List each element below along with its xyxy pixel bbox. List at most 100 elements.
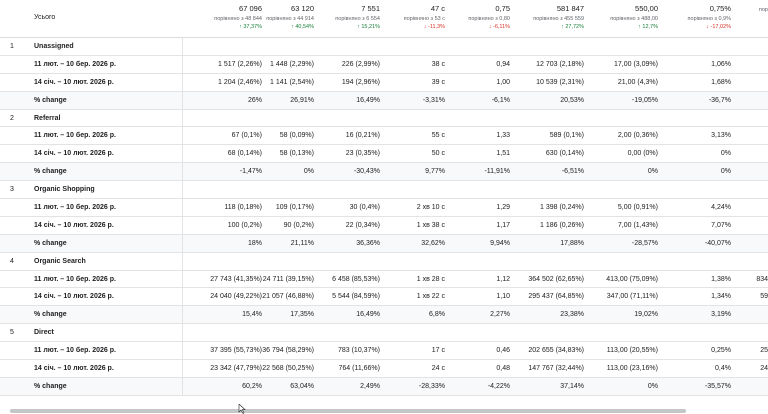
metric-cell <box>732 74 768 91</box>
metric-delta: ↓ -6,11% <box>488 24 510 30</box>
metric-cell: 113,00 (20,55%) <box>606 347 658 355</box>
column-divider <box>182 342 183 360</box>
metric-cell: 1 хв 28 с <box>416 275 445 283</box>
metric-delta: ↓ -17,02% <box>706 24 731 30</box>
metric-cell: 1,51 <box>496 150 510 158</box>
metric-cell: 36,36% <box>356 239 380 247</box>
metric-cell: 60,2% <box>242 382 262 390</box>
metric-cell: 0% <box>647 382 658 390</box>
metric-cell: 15,4% <box>242 311 262 319</box>
row-label: % change <box>34 96 67 104</box>
row-label: 11 лют. – 10 бер. 2026 р. <box>34 347 116 355</box>
header-metric-2[interactable]: 63 120 порівняно з 44 914 ↑ 40,54% <box>262 4 314 30</box>
metric-delta: ↑ 27,72% <box>561 24 584 30</box>
channel-name[interactable]: Unassigned <box>34 42 74 50</box>
metric-cell: 17,00 (3,09%) <box>614 60 658 68</box>
metric-cell: 6,8% <box>429 311 445 319</box>
metric-compare-text: порівняно з 488,00 <box>610 16 658 22</box>
metric-cell: -6,51% <box>561 168 584 176</box>
metric-cell: 90 (0,2%) <box>283 221 314 229</box>
metric-total-value: 7 551 <box>361 4 380 13</box>
row-label: 14 січ. – 10 лют. 2026 р. <box>34 78 114 86</box>
metric-cell: 24 040 (49,22%) <box>210 293 262 301</box>
metric-cell: 23 (0,35%) <box>345 150 380 158</box>
metric-cell: 39 с <box>431 78 445 86</box>
metric-cell: 67 (0,1%) <box>231 132 262 140</box>
metric-cell: 58 (0,09%) <box>279 132 314 140</box>
channel-name[interactable]: Referral <box>34 114 61 122</box>
header-metric-8[interactable]: 0,75% порівняно з 0,9% ↓ -17,02% <box>659 4 731 30</box>
metric-cell: 2,49% <box>360 382 380 390</box>
metric-cell: 63,04% <box>290 382 314 390</box>
metric-cell: 32,62% <box>421 239 445 247</box>
column-divider <box>182 360 183 377</box>
metric-cell: 17,88% <box>560 239 584 247</box>
header-metric-4[interactable]: 47 с порівняно з 53 с ↓ -11,3% <box>381 4 445 30</box>
metric-cell: 0,46 <box>496 347 510 355</box>
table-row: 14 січ. – 10 лют. 2026 р. 23 342 (47,79%)… <box>0 360 768 378</box>
metric-cell: 7,07% <box>711 221 731 229</box>
metric-cell: 2,27% <box>490 311 510 319</box>
metric-cell: -11,91% <box>484 168 510 176</box>
metric-cell: 202 655 (34,83%) <box>528 347 584 355</box>
row-index: 5 <box>10 329 14 337</box>
header-metric-6[interactable]: 581 847 порівняно з 455 559 ↑ 27,72% <box>512 4 584 30</box>
metric-total-value: 47 с <box>430 4 445 13</box>
metric-delta: ↑ 40,54% <box>291 24 314 30</box>
metric-cell: 21 057 (46,88%) <box>262 293 314 301</box>
metric-cell: 21,11% <box>290 239 314 247</box>
metric-cell <box>732 378 768 395</box>
metric-cell: 0,00 (0%) <box>627 150 658 158</box>
scrollbar-thumb[interactable] <box>10 409 686 413</box>
column-divider <box>182 38 183 55</box>
metric-compare-text: порівняно з 44 914 <box>266 16 314 22</box>
row-label: 14 січ. – 10 лют. 2026 р. <box>34 293 114 301</box>
metric-cell <box>732 306 768 323</box>
channel-name[interactable]: Organic Shopping <box>34 186 95 194</box>
metric-cell: 58 (0,13%) <box>279 150 314 158</box>
column-divider <box>182 324 183 342</box>
metric-delta: ↑ 37,37% <box>239 24 262 30</box>
column-divider <box>182 73 183 91</box>
metric-cell: -6,1% <box>491 96 510 104</box>
header-metric-7[interactable]: 550,00 порівняно з 488,00 ↑ 12,7% <box>586 4 658 30</box>
metric-cell: 1,34% <box>711 293 731 301</box>
metric-cell: 50 с <box>431 150 445 158</box>
metric-cell <box>732 127 768 144</box>
metric-cell: 23 342 (47,79%) <box>210 364 262 372</box>
header-metric-9[interactable]: пор <box>732 4 768 15</box>
row-label: 11 лют. – 10 бер. 2026 р. <box>34 132 116 140</box>
column-divider <box>182 199 183 216</box>
metric-cell: -30,43% <box>353 168 380 176</box>
metric-cell: 1 448 (2,29%) <box>270 60 314 68</box>
metric-cell: 783 (10,37%) <box>337 347 380 355</box>
column-divider <box>182 181 183 199</box>
metric-cell: 0,94 <box>496 60 510 68</box>
metric-cell: 3,13% <box>711 132 731 140</box>
metric-cell: 10 539 (2,31%) <box>536 78 584 86</box>
channel-name[interactable]: Direct <box>34 329 54 337</box>
header-metric-1[interactable]: 67 096 порівняно з 48 844 ↑ 37,37% <box>182 4 262 30</box>
report-table: 1 Unassigned 11 лют. – 10 бер. 2026 р. 1 51… <box>0 38 768 396</box>
total-label: Усього <box>34 14 56 21</box>
metric-total-value: 0,75 <box>495 4 510 13</box>
horizontal-scrollbar[interactable] <box>0 407 768 414</box>
header-metric-5[interactable]: 0,75 порівняно з 0,80 ↓ -6,11% <box>446 4 510 30</box>
metric-cell: 68 (0,14%) <box>227 150 262 158</box>
metric-delta: ↑ 12,7% <box>638 24 658 30</box>
metric-cell: 194 (2,96%) <box>341 78 380 86</box>
metric-cell: 1 141 (2,54%) <box>270 78 314 86</box>
column-divider <box>182 55 183 73</box>
channel-name[interactable]: Organic Search <box>34 257 86 265</box>
metric-cell: 1,68% <box>711 78 731 86</box>
header-metric-3[interactable]: 7 551 порівняно з 6 554 ↑ 15,21% <box>316 4 380 30</box>
mouse-cursor-icon <box>238 404 246 414</box>
metric-delta: ↓ -11,3% <box>423 24 445 30</box>
column-divider <box>182 377 183 395</box>
metric-cell: -4,22% <box>487 382 510 390</box>
metric-cell: 0% <box>720 150 731 158</box>
row-index: 2 <box>10 114 14 122</box>
metric-cell: 37 395 (55,73%) <box>210 347 262 355</box>
metric-cell: 7,00 (1,43%) <box>617 221 658 229</box>
row-label: 14 січ. – 10 лют. 2026 р. <box>34 221 114 229</box>
